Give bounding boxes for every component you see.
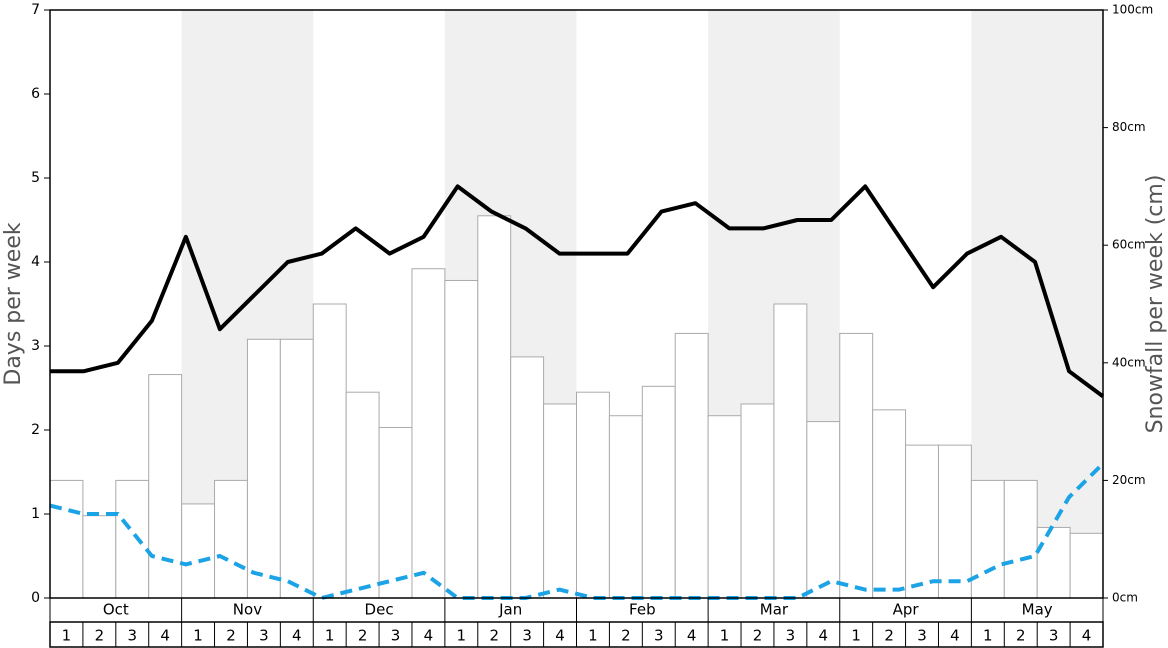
y-tick-label: 6: [31, 86, 40, 102]
bar: [148, 374, 183, 599]
bar: [707, 415, 742, 599]
bar: [246, 338, 281, 599]
y-tick-label: 1: [31, 506, 40, 522]
x-tick-label: 2: [226, 627, 236, 645]
bar: [312, 303, 347, 599]
x-tick-label: 3: [917, 627, 927, 645]
month-label: Mar: [760, 601, 789, 619]
y-axis-title: Days per week: [1, 222, 26, 385]
x-tick-label: 4: [160, 627, 170, 645]
x-tick-label: 3: [127, 627, 137, 645]
bar: [872, 409, 907, 599]
x-tick-label: 1: [193, 627, 203, 645]
bar: [740, 403, 775, 599]
y2-tick-label: 100cm: [1112, 3, 1153, 17]
x-tick-label: 2: [621, 627, 631, 645]
x-tick-label: 4: [424, 627, 434, 645]
y-tick-label: 4: [31, 254, 40, 270]
bar: [115, 479, 150, 599]
bar: [510, 356, 545, 599]
x-tick-label: 4: [687, 627, 697, 645]
x-tick-label: 2: [489, 627, 499, 645]
y2-tick-label: 60cm: [1112, 238, 1146, 252]
month-label: Apr: [893, 601, 920, 619]
x-tick-label: 4: [819, 627, 829, 645]
month-label: Oct: [103, 601, 129, 619]
y-tick-label: 2: [31, 422, 40, 438]
month-label: Dec: [365, 601, 394, 619]
bar: [576, 391, 610, 599]
y2-tick-label: 80cm: [1112, 120, 1146, 134]
y-tick-label: 7: [31, 2, 40, 18]
bar: [279, 338, 314, 599]
x-tick-label: 1: [325, 627, 335, 645]
x-tick-label: 2: [95, 627, 105, 645]
bar: [378, 426, 413, 599]
line-series: [50, 184, 1105, 399]
x-tick-label: 2: [358, 627, 368, 645]
x-tick-label: 3: [1049, 627, 1059, 645]
month-label: Feb: [629, 601, 656, 619]
bar: [477, 215, 512, 599]
y2-axis-title: Snowfall per week (cm): [1143, 175, 1168, 434]
bar: [806, 421, 841, 599]
x-tick-label: 1: [588, 627, 598, 645]
bar: [608, 415, 643, 599]
bar: [1003, 479, 1038, 599]
x-tick-label: 4: [292, 627, 302, 645]
x-tick-label: 1: [62, 627, 72, 645]
y-tick-label: 3: [31, 338, 40, 354]
bar: [937, 444, 972, 599]
y2-tick-label: 20cm: [1112, 473, 1146, 487]
y2-tick-label: 40cm: [1112, 355, 1146, 369]
x-tick-label: 4: [950, 627, 960, 645]
x-tick-label: 4: [555, 627, 565, 645]
x-tick-label: 1: [457, 627, 467, 645]
x-tick-label: 1: [983, 627, 993, 645]
bar: [444, 279, 479, 599]
x-tick-label: 2: [1016, 627, 1026, 645]
x-tick-label: 3: [522, 627, 532, 645]
x-tick-label: 3: [391, 627, 401, 645]
y-tick-label: 5: [31, 170, 40, 186]
line-series: [49, 462, 1105, 600]
bar: [839, 332, 874, 599]
month-label: Nov: [233, 601, 262, 619]
bar: [82, 515, 117, 599]
bar: [905, 444, 939, 599]
bar: [970, 479, 1005, 599]
bar: [1036, 526, 1071, 599]
month-label: May: [1022, 601, 1053, 619]
y-tick-label: 0: [31, 590, 40, 606]
x-tick-label: 2: [884, 627, 894, 645]
bar: [773, 303, 808, 599]
x-tick-label: 2: [753, 627, 763, 645]
x-tick-label: 3: [786, 627, 796, 645]
bar: [411, 268, 446, 599]
month-label: Jan: [498, 601, 522, 619]
bar: [214, 479, 248, 599]
y2-tick-label: 0cm: [1112, 591, 1138, 605]
x-tick-label: 3: [654, 627, 664, 645]
bar: [1069, 532, 1104, 599]
bar: [641, 385, 676, 599]
bar: [49, 479, 84, 599]
bar: [543, 403, 577, 599]
bar: [674, 332, 709, 599]
x-tick-label: 4: [1082, 627, 1092, 645]
bar: [345, 391, 380, 599]
bar: [181, 503, 216, 599]
x-tick-label: 1: [851, 627, 861, 645]
x-tick-label: 3: [259, 627, 269, 645]
x-tick-label: 1: [720, 627, 730, 645]
